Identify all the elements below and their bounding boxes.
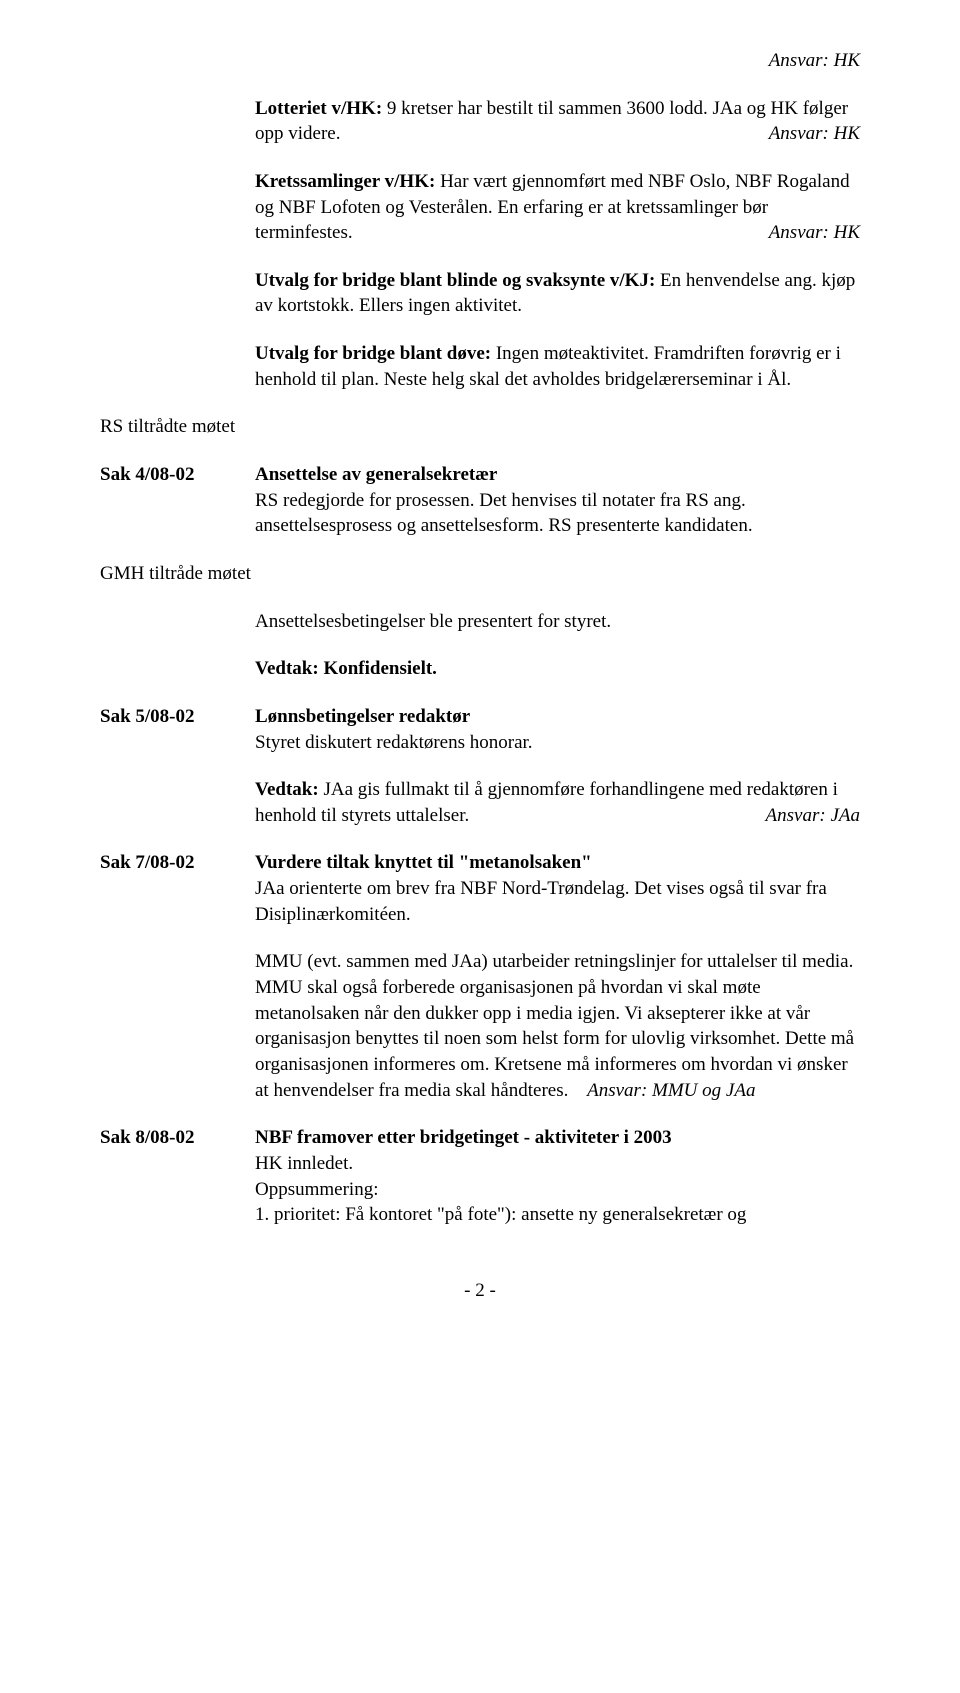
- sak5-title: Lønnsbetingelser redaktør: [255, 704, 860, 730]
- intro-block-2: Kretssamlinger v/HK: Har vært gjennomfør…: [255, 169, 860, 246]
- sak5-vedtak: Vedtak: JAa gis fullmakt til å gjennomfø…: [255, 777, 860, 828]
- after-gmh-2: Vedtak: Konfidensielt.: [255, 656, 860, 682]
- intro-block-3: Utvalg for bridge blant blinde og svaksy…: [255, 268, 860, 319]
- sak4-body: RS redegjorde for prosessen. Det henvise…: [255, 488, 860, 539]
- sak5-vedtak-prefix: Vedtak:: [255, 779, 319, 800]
- sak4-row: Sak 4/08-02 Ansettelse av generalsekretæ…: [100, 462, 860, 539]
- sak8-title: NBF framover etter bridgetinget - aktivi…: [255, 1125, 860, 1151]
- sak7-body1: JAa orienterte om brev fra NBF Nord-Trøn…: [255, 876, 860, 927]
- sak5-body1: Styret diskutert redaktørens honorar.: [255, 730, 860, 756]
- sak7-row: Sak 7/08-02 Vurdere tiltak knyttet til "…: [100, 850, 860, 1103]
- intro-right: Ansvar: HK: [769, 220, 860, 246]
- sak4-title: Ansettelse av generalsekretær: [255, 462, 860, 488]
- sak5-label: Sak 5/08-02: [100, 704, 255, 730]
- sak7-body2-right: Ansvar: MMU og JAa: [587, 1080, 755, 1101]
- intro-block-1: Lotteriet v/HK: 9 kretser har bestilt ti…: [255, 96, 860, 147]
- sak8-line3: 1. prioritet: Få kontoret "på fote"): an…: [255, 1202, 860, 1228]
- sak8-line2: Oppsummering:: [255, 1177, 860, 1203]
- sak5-vedtak-right: Ansvar: JAa: [766, 803, 860, 829]
- sak5-vedtak-text: JAa gis fullmakt til å gjennomføre forha…: [255, 779, 838, 826]
- intro-block-4: Utvalg for bridge blant døve: Ingen møte…: [255, 341, 860, 392]
- sak7-title: Vurdere tiltak knyttet til "metanolsaken…: [255, 850, 860, 876]
- responsibility-header: Ansvar: HK: [100, 48, 860, 74]
- sak7-body2: MMU (evt. sammen med JAa) utarbeider ret…: [255, 949, 860, 1103]
- intro-prefix: Utvalg for bridge blant døve:: [255, 343, 491, 364]
- rs-note: RS tiltrådte møtet: [100, 414, 860, 440]
- page-number: - 2 -: [100, 1278, 860, 1304]
- sak8-row: Sak 8/08-02 NBF framover etter bridgetin…: [100, 1125, 860, 1228]
- gmh-note: GMH tiltråde møtet: [100, 561, 860, 587]
- intro-prefix: Utvalg for bridge blant blinde og svaksy…: [255, 270, 655, 291]
- sak7-label: Sak 7/08-02: [100, 850, 255, 876]
- intro-prefix: Lotteriet v/HK:: [255, 98, 382, 119]
- sak8-line1: HK innledet.: [255, 1151, 860, 1177]
- sak5-row: Sak 5/08-02 Lønnsbetingelser redaktør St…: [100, 704, 860, 829]
- sak4-label: Sak 4/08-02: [100, 462, 255, 488]
- intro-prefix: Kretssamlinger v/HK:: [255, 171, 435, 192]
- intro-right: Ansvar: HK: [769, 121, 860, 147]
- sak7-body2-text: MMU (evt. sammen med JAa) utarbeider ret…: [255, 951, 854, 1100]
- after-gmh-1: Ansettelsesbetingelser ble presentert fo…: [255, 609, 860, 635]
- sak8-label: Sak 8/08-02: [100, 1125, 255, 1151]
